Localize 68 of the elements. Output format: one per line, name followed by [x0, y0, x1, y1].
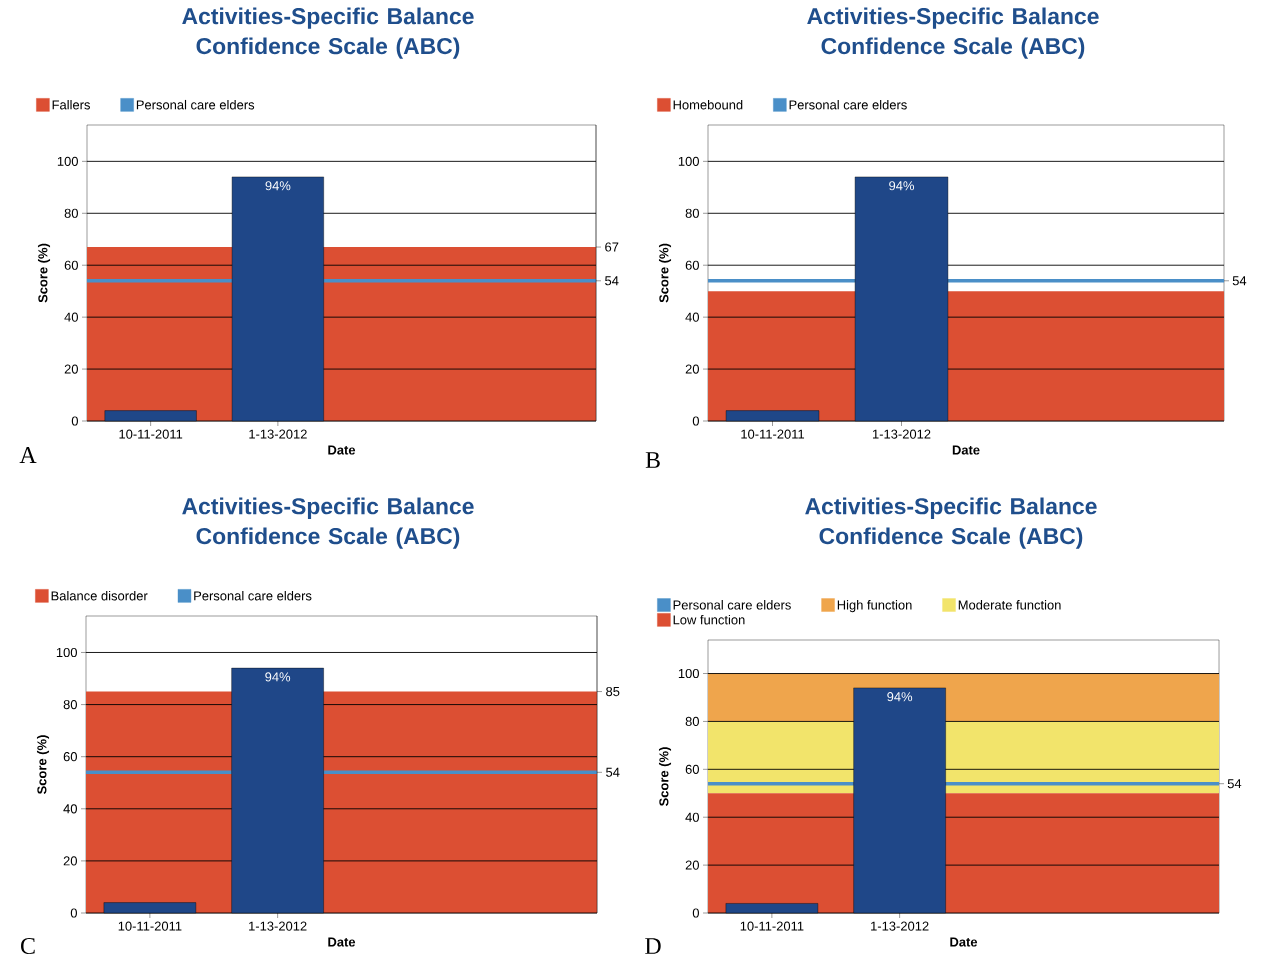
text: 54	[1227, 779, 1242, 789]
x-tick-label: 10-11-2011	[741, 429, 805, 439]
legend-label: Personal care elders	[136, 99, 255, 110]
x-tick-label: 1-13-2012	[249, 921, 307, 931]
legend-label: Personal care elders	[673, 600, 791, 610]
y-tick-label: 100	[678, 156, 699, 166]
y-tick-label: 0	[692, 416, 699, 426]
chart-title: Activities-Specific Balance Confidence Scale (ABC)	[182, 7, 474, 59]
y2-tick-label: 67	[605, 242, 619, 252]
y-tick-label: 40	[64, 312, 78, 322]
x-tick-label: 10-11-2011	[119, 429, 183, 439]
legend-label: Low function	[673, 614, 745, 625]
legend-label: Moderate function	[958, 600, 1061, 610]
y-axis-title: Score (%)	[658, 747, 672, 806]
y2-tick-label: 54	[606, 767, 620, 777]
x-axis-title: Date	[950, 937, 978, 947]
y2-tick-label: 54	[605, 276, 619, 286]
x-tick-label: 10-11-2011	[118, 921, 182, 931]
x-tick-label: 1-13-2012	[872, 429, 931, 439]
legend-label: Personal care elders	[789, 99, 907, 110]
x-tick-label: 1-13-2012	[871, 921, 929, 931]
y-tick-label: 80	[685, 208, 699, 218]
y-tick-label: 60	[64, 260, 78, 270]
legend-label: High function	[837, 600, 912, 613]
y-tick-label: 100	[678, 668, 699, 679]
y-tick-label: 40	[685, 812, 699, 822]
y-tick-label: 60	[685, 260, 699, 270]
text: C	[21, 937, 35, 955]
data-label: 94%	[887, 692, 913, 702]
text: A	[19, 447, 37, 463]
text: D	[645, 938, 661, 954]
y-tick-label: 80	[685, 716, 699, 727]
legend-label: Personal care elders	[194, 590, 312, 601]
text: 54	[1232, 276, 1247, 286]
legend-label: Fallers	[52, 99, 90, 110]
chart-title: Activities-Specific Balance Confidence Scale (ABC)	[807, 7, 1099, 59]
y-tick-label: 80	[63, 700, 77, 710]
y-axis-title: Score (%)	[37, 243, 51, 303]
y-tick-label: 0	[70, 908, 77, 918]
x-axis-title: Date	[952, 445, 980, 455]
x-tick-label: 10-11-2011	[740, 921, 804, 931]
y-tick-label: 60	[685, 764, 699, 774]
legend-label: Balance disorder	[51, 590, 148, 601]
data-label: 94%	[265, 181, 291, 191]
y-tick-label: 100	[56, 647, 77, 658]
y-tick-label: 60	[63, 752, 77, 762]
y-tick-label: 20	[63, 856, 77, 866]
y-tick-label: 80	[64, 208, 78, 218]
chart-title: Activities-Specific Balance Confidence Scale (ABC)	[182, 497, 474, 549]
y-tick-label: 20	[64, 364, 78, 374]
y-axis-title: Score (%)	[658, 243, 672, 303]
x-axis-title: Date	[328, 937, 356, 947]
x-axis-title: Date	[328, 445, 356, 455]
y-axis-title: Score (%)	[36, 735, 50, 794]
text: B	[645, 452, 660, 468]
x-tick-label: 1-13-2012	[249, 429, 307, 439]
y-tick-label: 0	[692, 908, 699, 918]
legend-label: Homebound	[673, 99, 743, 110]
y-tick-label: 20	[685, 860, 699, 870]
y-tick-label: 100	[57, 156, 78, 166]
y2-tick-label: 85	[606, 686, 620, 697]
y-tick-label: 40	[63, 804, 77, 814]
chart-title: Activities-Specific Balance Confidence Scale (ABC)	[805, 497, 1097, 549]
y-tick-label: 40	[685, 312, 699, 322]
data-label: 94%	[889, 181, 915, 191]
y-tick-label: 0	[71, 416, 78, 426]
y-tick-label: 20	[685, 364, 699, 374]
data-label: 94%	[265, 672, 291, 682]
